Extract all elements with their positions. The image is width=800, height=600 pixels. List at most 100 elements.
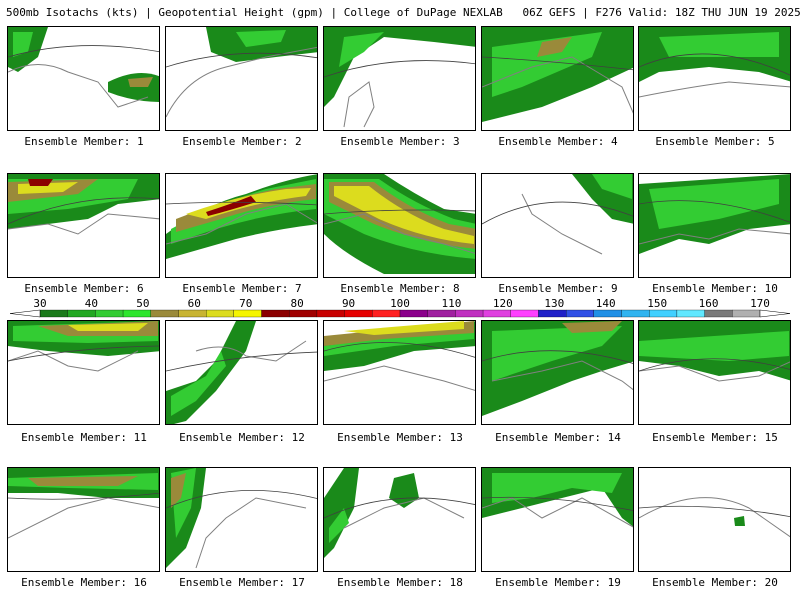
- isotach-field: [639, 321, 790, 382]
- coastline: [8, 497, 159, 539]
- colorbar-tick-label: 110: [441, 297, 461, 310]
- wind-shading: [13, 32, 33, 57]
- colorbar-tick-label: 160: [699, 297, 719, 310]
- colorbar-tick-label: 170: [750, 297, 770, 310]
- wind-shading: [389, 473, 419, 508]
- colorbar-swatch: [621, 309, 650, 318]
- coastline: [639, 361, 790, 382]
- colorbar-swatch: [538, 309, 567, 318]
- height-contour: [482, 201, 633, 225]
- isotach-field: [324, 468, 475, 558]
- colorbar-swatch: [206, 309, 234, 318]
- height-contour: [482, 496, 633, 512]
- member-caption: Ensemble Member: 4: [498, 135, 618, 148]
- colorbar-swatch: [704, 309, 733, 318]
- ensemble-member-map: [7, 467, 160, 572]
- member-caption: Ensemble Member: 15: [652, 431, 778, 444]
- height-contour: [639, 200, 790, 223]
- isotach-field: [166, 27, 317, 118]
- member-caption: Ensemble Member: 9: [498, 282, 618, 295]
- coastline: [482, 497, 633, 528]
- ensemble-member-map: [165, 173, 318, 278]
- colorbar-swatch: [233, 309, 262, 318]
- coastline: [166, 46, 317, 118]
- ensemble-member-map: [7, 173, 160, 278]
- wind-shading: [592, 174, 632, 199]
- ensemble-member-map: [638, 173, 791, 278]
- isotach-field: [639, 497, 790, 538]
- colorbar-swatch: [482, 309, 511, 318]
- coastline: [343, 497, 465, 529]
- coastline: [491, 360, 633, 391]
- coastline: [482, 56, 633, 114]
- colorbar-swatch: [732, 309, 761, 318]
- isotach-field: [482, 321, 633, 416]
- member-caption: Ensemble Member: 12: [179, 431, 305, 444]
- isotach-field: [482, 174, 633, 255]
- member-caption: Ensemble Member: 1: [24, 135, 144, 148]
- member-caption: Ensemble Member: 2: [182, 135, 302, 148]
- colorbar-tick-label: 50: [136, 297, 149, 310]
- colorbar-swatch: [676, 309, 705, 318]
- colorbar-swatch: [593, 309, 622, 318]
- ensemble-member-map: [165, 26, 318, 131]
- colorbar-tick-label: 140: [596, 297, 616, 310]
- isotach-field: [482, 468, 633, 528]
- member-caption: Ensemble Member: 6: [24, 282, 144, 295]
- member-caption: Ensemble Member: 19: [495, 576, 621, 589]
- colorbar-swatch: [67, 309, 96, 318]
- colorbar-swatch: [399, 309, 428, 318]
- colorbar-tick-label: 80: [291, 297, 304, 310]
- coastline: [195, 340, 307, 362]
- isotach-field: [166, 321, 317, 424]
- isotach-field: [8, 174, 159, 235]
- coastline: [521, 193, 603, 255]
- colorbar-tick-label: 30: [33, 297, 46, 310]
- colorbar-swatch: [150, 309, 179, 318]
- height-contour: [482, 350, 633, 364]
- coastline: [8, 64, 149, 108]
- wind-shading: [344, 321, 464, 335]
- ensemble-member-map: [323, 173, 476, 278]
- wind-shading: [171, 351, 226, 416]
- height-contour: [166, 351, 317, 372]
- ensemble-member-map: [165, 467, 318, 572]
- ensemble-member-map: [7, 26, 160, 131]
- coastline: [639, 497, 790, 538]
- height-contour: [166, 52, 317, 68]
- height-contour: [8, 345, 159, 362]
- coastline: [8, 350, 139, 372]
- ensemble-member-map: [323, 26, 476, 131]
- colorbar-tick-label: 60: [188, 297, 201, 310]
- wind-speed-colorbar: 30 40 50 60 70 80 90 100 110 120 130 140 150 160 170: [9, 297, 791, 318]
- member-caption: Ensemble Member: 18: [337, 576, 463, 589]
- isotach-field: [166, 174, 317, 259]
- ensemble-member-map: [481, 173, 634, 278]
- isotach-field: [639, 174, 790, 254]
- member-caption: Ensemble Member: 3: [340, 135, 460, 148]
- isotach-field: [8, 27, 159, 108]
- member-caption: Ensemble Member: 17: [179, 576, 305, 589]
- ensemble-member-map: [481, 26, 634, 131]
- colorbar-tick-label: 40: [85, 297, 98, 310]
- wind-shading: [492, 473, 622, 503]
- wind-shading: [206, 196, 256, 216]
- height-contour: [639, 53, 790, 76]
- height-contour: [8, 492, 159, 500]
- height-contour: [166, 201, 317, 206]
- colorbar-min-arrow: [9, 309, 41, 318]
- wind-shading: [734, 516, 745, 526]
- member-caption: Ensemble Member: 8: [340, 282, 460, 295]
- colorbar-swatch: [95, 309, 124, 318]
- isotach-field: [166, 468, 317, 569]
- wind-shading: [68, 323, 148, 331]
- colorbar-tick-label: 120: [493, 297, 513, 310]
- wind-shading: [128, 77, 153, 87]
- colorbar-tick-label: 70: [239, 297, 252, 310]
- coastline: [8, 213, 159, 235]
- colorbar-swatch: [455, 309, 484, 318]
- wind-shading: [171, 473, 186, 508]
- colorbar-swatch: [316, 309, 345, 318]
- wind-shading: [492, 326, 622, 381]
- isotach-field: [8, 468, 159, 539]
